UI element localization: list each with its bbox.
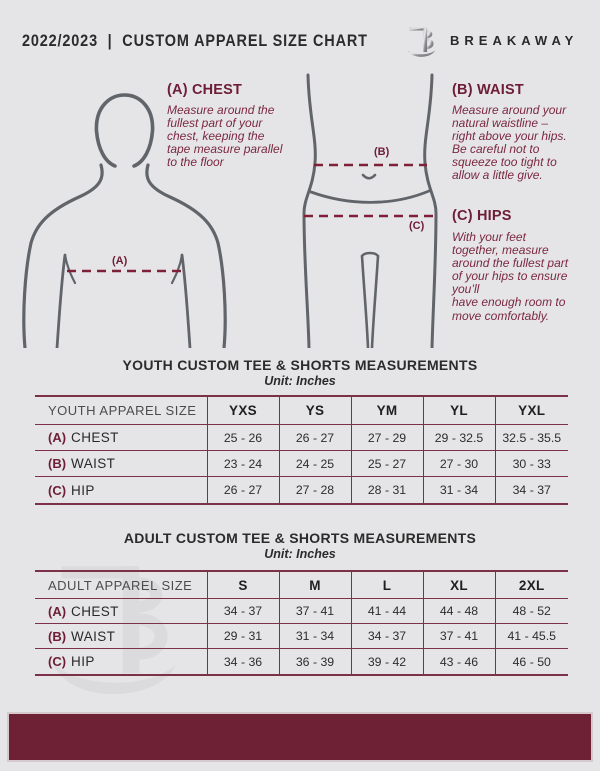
measurement-cell: 39 - 42 bbox=[352, 649, 424, 674]
measurement-cell: 46 - 50 bbox=[512, 654, 551, 669]
youth-size-table: YOUTH APPAREL SIZE YXS YS YM YL YXL (A) … bbox=[35, 395, 568, 505]
column-header-size: L bbox=[352, 572, 424, 598]
breakaway-watermark-icon bbox=[52, 566, 177, 695]
row-name: CHEST bbox=[71, 430, 119, 445]
column-header-size: S bbox=[208, 572, 280, 598]
row-name: CHEST bbox=[71, 603, 119, 619]
measurement-cell: 36 - 39 bbox=[280, 649, 352, 674]
row-label: (A) CHEST bbox=[35, 425, 208, 450]
youth-unit-label: Unit: Inches bbox=[264, 374, 336, 388]
table-row-chest: (A) CHEST 25 - 26 26 - 27 27 - 29 29 - 3… bbox=[35, 425, 568, 451]
row-marker: (A) bbox=[48, 430, 67, 445]
measurement-cell: 32.5 - 35.5 bbox=[502, 430, 562, 445]
measurement-cell: 43 - 46 bbox=[424, 649, 496, 674]
adult-section-title: ADULT CUSTOM TEE & SHORTS MEASUREMENTS bbox=[123, 530, 477, 546]
column-header-size: YXS bbox=[208, 397, 280, 424]
row-marker: (C) bbox=[48, 654, 67, 669]
measurement-cell: 24 - 25 bbox=[280, 451, 352, 476]
measurement-cell: 34 - 37 bbox=[208, 599, 280, 623]
hips-heading: (C) HIPS bbox=[452, 208, 512, 224]
chest-heading: (A) CHEST bbox=[167, 82, 243, 98]
measurement-cell: 34 - 37 bbox=[352, 624, 424, 648]
column-header-size: M bbox=[280, 572, 352, 598]
row-name: WAIST bbox=[71, 628, 116, 644]
measurement-cell: 23 - 24 bbox=[208, 451, 280, 476]
column-header-size: YM bbox=[352, 397, 424, 424]
measurement-cell: 29 - 32.5 bbox=[424, 425, 496, 450]
row-label: (C) HIP bbox=[35, 477, 208, 503]
row-label: (C) HIP bbox=[35, 649, 208, 674]
measurement-cell: 29 - 31 bbox=[208, 624, 280, 648]
row-name: HIP bbox=[71, 654, 95, 669]
chest-marker-label: (A) bbox=[112, 255, 128, 267]
measurement-cell: 31 - 34 bbox=[424, 477, 496, 503]
chest-description: Measure around the fullest part of your … bbox=[167, 103, 283, 170]
table-row-waist: (B) WAIST 23 - 24 24 - 25 25 - 27 27 - 3… bbox=[35, 451, 568, 477]
measurement-cell: 27 - 30 bbox=[424, 451, 496, 476]
measurement-cell: 41 - 45.5 bbox=[507, 629, 557, 643]
footer-bar bbox=[7, 712, 593, 762]
measurement-cell: 34 - 37 bbox=[512, 483, 551, 497]
measurement-cell: 27 - 29 bbox=[352, 425, 424, 450]
row-label: (A) CHEST bbox=[35, 599, 208, 623]
measurement-cell: 34 - 36 bbox=[208, 649, 280, 674]
table-row-waist: (B) WAIST 29 - 31 31 - 34 34 - 37 37 - 4… bbox=[35, 624, 568, 649]
table-header-row: ADULT APPAREL SIZE S M L XL 2XL bbox=[35, 572, 568, 599]
row-label: (B) WAIST bbox=[35, 451, 208, 476]
lower-body-waist-hips-illustration bbox=[302, 73, 439, 348]
column-header-apparel-size: ADULT APPAREL SIZE bbox=[35, 572, 208, 598]
row-label: (B) WAIST bbox=[35, 624, 208, 648]
measurement-cell: 37 - 41 bbox=[424, 624, 496, 648]
measurement-cell: 31 - 34 bbox=[280, 624, 352, 648]
column-header-size: YL bbox=[424, 397, 496, 424]
table-row-chest: (A) CHEST 34 - 37 37 - 41 41 - 44 44 - 4… bbox=[35, 599, 568, 624]
column-header-apparel-size: YOUTH APPAREL SIZE bbox=[35, 397, 208, 424]
table-header-row: YOUTH APPAREL SIZE YXS YS YM YL YXL bbox=[35, 397, 568, 425]
measurement-cell: 25 - 27 bbox=[352, 451, 424, 476]
brand-name: BREAKAWAY bbox=[450, 33, 579, 48]
hips-description: With your feet together, measure around … bbox=[452, 230, 569, 323]
measurement-cell: 44 - 48 bbox=[424, 599, 496, 623]
column-header-size: 2XL bbox=[518, 577, 545, 593]
row-marker: (C) bbox=[48, 482, 67, 498]
measurement-cell: 41 - 44 bbox=[352, 599, 424, 623]
adult-size-table: ADULT APPAREL SIZE S M L XL 2XL (A) CHES… bbox=[35, 570, 568, 676]
measurement-cell: 25 - 26 bbox=[208, 425, 280, 450]
row-marker: (B) bbox=[48, 456, 67, 471]
row-marker: (A) bbox=[48, 603, 67, 619]
column-header-size: YS bbox=[280, 397, 352, 424]
measurement-cell: 26 - 27 bbox=[208, 477, 280, 503]
upper-body-chest-illustration bbox=[22, 93, 227, 348]
waist-heading: (B) WAIST bbox=[452, 82, 524, 98]
measurement-cell: 26 - 27 bbox=[280, 425, 352, 450]
table-row-hip: (C) HIP 34 - 36 36 - 39 39 - 42 43 - 46 … bbox=[35, 649, 568, 674]
measurement-cell: 37 - 41 bbox=[280, 599, 352, 623]
measurement-cell: 28 - 31 bbox=[352, 477, 424, 503]
adult-unit-label: Unit: Inches bbox=[264, 547, 336, 561]
column-header-size: YXL bbox=[518, 403, 546, 418]
row-name: HIP bbox=[71, 482, 95, 498]
measurement-cell: 48 - 52 bbox=[512, 604, 551, 618]
breakaway-b-monogram-icon bbox=[407, 27, 436, 57]
measurement-cell: 30 - 33 bbox=[512, 456, 551, 471]
row-name: WAIST bbox=[71, 456, 116, 471]
youth-section-title: YOUTH CUSTOM TEE & SHORTS MEASUREMENTS bbox=[122, 357, 478, 373]
table-row-hip: (C) HIP 26 - 27 27 - 28 28 - 31 31 - 34 … bbox=[35, 477, 568, 503]
row-marker: (B) bbox=[48, 628, 67, 644]
waist-marker-label: (B) bbox=[374, 146, 390, 158]
page-title: 2022/2023 | CUSTOM APPAREL SIZE CHART bbox=[22, 31, 368, 50]
column-header-size: XL bbox=[424, 572, 496, 598]
hips-marker-label: (C) bbox=[409, 220, 425, 232]
measurement-cell: 27 - 28 bbox=[280, 477, 352, 503]
waist-description: Measure around your natural waistline – … bbox=[452, 103, 567, 183]
